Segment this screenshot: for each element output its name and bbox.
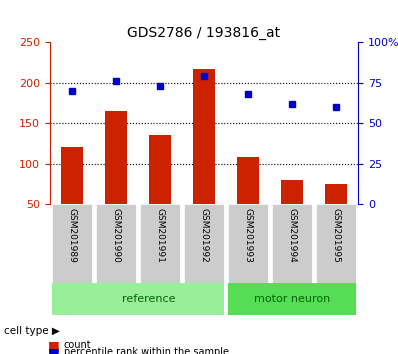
Text: ■: ■ (48, 346, 60, 354)
FancyBboxPatch shape (51, 283, 224, 315)
FancyBboxPatch shape (228, 204, 268, 283)
Title: GDS2786 / 193816_at: GDS2786 / 193816_at (127, 26, 281, 40)
Bar (281, 180, 303, 204)
Bar (105, 111, 127, 204)
Text: reference: reference (122, 294, 176, 304)
FancyBboxPatch shape (96, 204, 136, 283)
Text: GSM201995: GSM201995 (332, 208, 341, 263)
FancyBboxPatch shape (184, 204, 224, 283)
Bar (149, 135, 171, 204)
Text: GSM201989: GSM201989 (67, 208, 76, 263)
Text: GSM201991: GSM201991 (155, 208, 164, 263)
FancyBboxPatch shape (316, 204, 357, 283)
Text: GSM201994: GSM201994 (288, 208, 297, 263)
Bar (325, 184, 347, 204)
FancyBboxPatch shape (51, 204, 92, 283)
Text: GSM201993: GSM201993 (244, 208, 253, 263)
Text: cell type ▶: cell type ▶ (4, 326, 60, 336)
FancyBboxPatch shape (140, 204, 180, 283)
FancyBboxPatch shape (272, 204, 312, 283)
Text: GSM201992: GSM201992 (199, 208, 209, 263)
Bar (237, 157, 259, 204)
Text: count: count (64, 340, 91, 350)
Text: motor neuron: motor neuron (254, 294, 330, 304)
Bar (61, 147, 83, 204)
Bar (193, 69, 215, 204)
FancyBboxPatch shape (228, 283, 357, 315)
Text: ■: ■ (48, 339, 60, 352)
Text: GSM201990: GSM201990 (111, 208, 120, 263)
Text: percentile rank within the sample: percentile rank within the sample (64, 347, 229, 354)
